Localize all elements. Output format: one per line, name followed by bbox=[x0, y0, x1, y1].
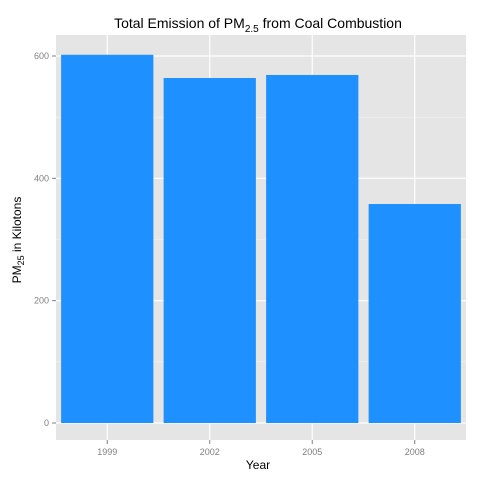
y-axis-title-subscript: 25 bbox=[16, 255, 26, 265]
bar-2002 bbox=[164, 78, 256, 423]
y-axis-title-suffix: in Kilotons bbox=[10, 197, 24, 256]
y-tick-label: 600 bbox=[34, 51, 49, 61]
bar-2005 bbox=[266, 75, 358, 423]
y-tick-label: 0 bbox=[44, 418, 49, 428]
x-tick-label: 2005 bbox=[302, 447, 322, 457]
y-tick-label: 200 bbox=[34, 296, 49, 306]
x-axis-title: Year bbox=[246, 458, 270, 472]
y-axis-title-prefix: PM bbox=[10, 265, 24, 283]
y-axis-title: PM25 in Kilotons bbox=[10, 197, 26, 284]
chart-title-suffix: from Coal Combustion bbox=[259, 15, 402, 31]
x-tick-label: 2008 bbox=[405, 447, 425, 457]
x-tick-label: 1999 bbox=[97, 447, 117, 457]
x-tick-label: 2002 bbox=[200, 447, 220, 457]
chart-title-prefix: Total Emission of PM bbox=[114, 15, 245, 31]
bar-1999 bbox=[61, 55, 153, 423]
chart-title-subscript: 2.5 bbox=[245, 24, 259, 35]
y-tick-label: 400 bbox=[34, 173, 49, 183]
bar-2008 bbox=[369, 204, 461, 423]
